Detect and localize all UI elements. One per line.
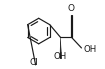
Text: Cl: Cl — [30, 58, 39, 67]
Text: OH: OH — [53, 52, 67, 61]
Text: O: O — [68, 4, 75, 13]
Polygon shape — [60, 37, 62, 59]
Text: OH: OH — [83, 45, 96, 54]
